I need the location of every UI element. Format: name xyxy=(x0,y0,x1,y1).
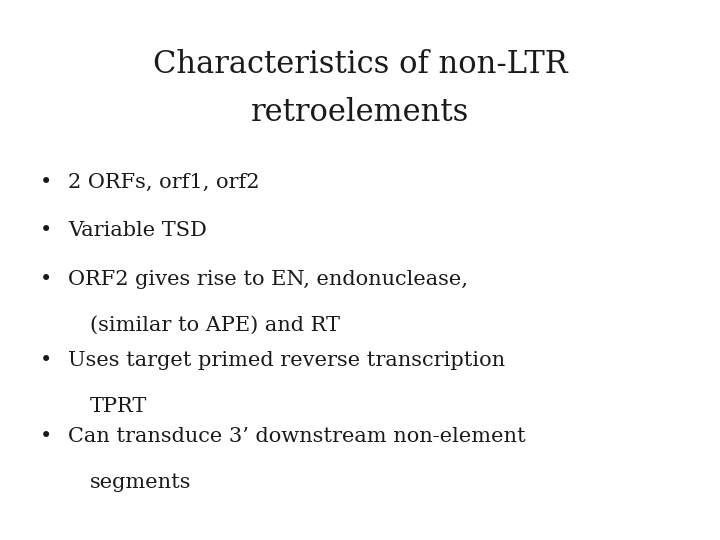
Text: Can transduce 3’ downstream non-element: Can transduce 3’ downstream non-element xyxy=(68,427,526,446)
Text: Variable TSD: Variable TSD xyxy=(68,221,207,240)
Text: retroelements: retroelements xyxy=(251,97,469,128)
Text: •: • xyxy=(40,173,52,192)
Text: TPRT: TPRT xyxy=(90,397,148,416)
Text: •: • xyxy=(40,427,52,446)
Text: segments: segments xyxy=(90,472,192,491)
Text: •: • xyxy=(40,270,52,289)
Text: (similar to APE) and RT: (similar to APE) and RT xyxy=(90,316,340,335)
Text: Uses target primed reverse transcription: Uses target primed reverse transcription xyxy=(68,351,505,370)
Text: Characteristics of non-LTR: Characteristics of non-LTR xyxy=(153,49,567,79)
Text: ORF2 gives rise to EN, endonuclease,: ORF2 gives rise to EN, endonuclease, xyxy=(68,270,468,289)
Text: •: • xyxy=(40,351,52,370)
Text: 2 ORFs, orf1, orf2: 2 ORFs, orf1, orf2 xyxy=(68,173,260,192)
Text: •: • xyxy=(40,221,52,240)
